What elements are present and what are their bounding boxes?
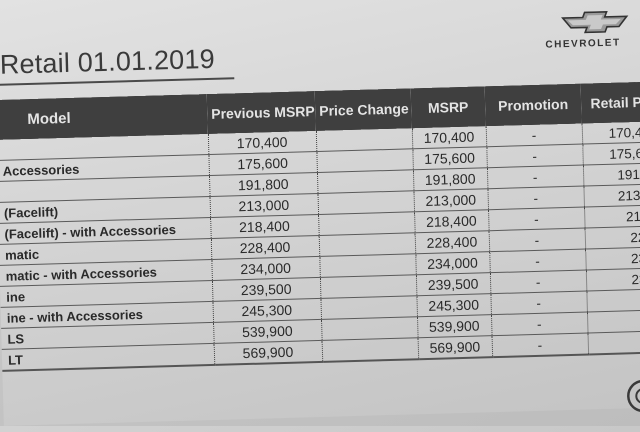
column-header-retail-price: Retail Pl bbox=[580, 81, 640, 124]
retail-price-cell: 234 bbox=[585, 246, 640, 271]
price-change-cell bbox=[318, 211, 415, 236]
msrp-cell: 218,400 bbox=[414, 209, 489, 233]
chevrolet-bowtie-icon bbox=[561, 11, 629, 34]
msrp-cell: 191,800 bbox=[412, 167, 488, 191]
promotion-cell: - bbox=[491, 333, 589, 358]
price-change-cell bbox=[315, 128, 413, 152]
column-header-promotion: Promotion bbox=[484, 83, 582, 127]
msrp-cell: 569,900 bbox=[417, 335, 493, 360]
retail-price-cell: 218, bbox=[584, 204, 640, 229]
previous-msrp-cell: 245,300 bbox=[212, 298, 322, 323]
column-header-price-change: Price Change bbox=[314, 88, 412, 132]
retail-price-cell: 24 bbox=[586, 288, 640, 313]
msrp-cell: 539,900 bbox=[417, 314, 492, 338]
retail-price-cell: 191,8 bbox=[582, 163, 640, 187]
promotion-cell: - bbox=[486, 165, 584, 189]
retail-price-cell: 213,0 bbox=[583, 183, 640, 208]
retail-price-cell: 239 bbox=[585, 267, 640, 292]
promotion-cell: - bbox=[488, 207, 585, 231]
promotion-cell: - bbox=[486, 144, 583, 168]
price-change-cell bbox=[320, 295, 418, 320]
model-cell: LT bbox=[1, 343, 215, 371]
promotion-cell: - bbox=[489, 249, 586, 273]
price-table: Model Previous MSRP Price Change MSRP Pr… bbox=[0, 81, 640, 372]
price-change-cell bbox=[318, 232, 416, 257]
page-title: Retail 01.01.2019 bbox=[0, 43, 216, 80]
price-change-cell bbox=[316, 169, 414, 194]
promotion-cell: - bbox=[490, 291, 587, 315]
msrp-cell: 245,300 bbox=[416, 293, 491, 317]
promotion-cell: - bbox=[490, 312, 588, 336]
promotion-cell: - bbox=[485, 123, 583, 147]
promotion-cell: - bbox=[487, 186, 585, 210]
msrp-cell: 228,400 bbox=[414, 230, 490, 254]
msrp-cell: 170,400 bbox=[411, 126, 487, 149]
promotion-cell: - bbox=[488, 228, 586, 252]
retail-price-cell: 228 bbox=[584, 225, 640, 250]
previous-msrp-cell: 191,800 bbox=[208, 172, 318, 197]
retail-price-cell: 175,60 bbox=[582, 142, 640, 166]
retail-price-cell: 53 bbox=[586, 309, 640, 334]
column-header-msrp: MSRP bbox=[410, 86, 486, 129]
previous-msrp-cell: 539,900 bbox=[213, 319, 322, 344]
price-change-cell bbox=[319, 274, 417, 299]
price-change-cell bbox=[321, 316, 418, 341]
price-change-cell bbox=[317, 190, 415, 215]
price-change-cell bbox=[319, 253, 416, 278]
previous-msrp-cell: 213,000 bbox=[209, 193, 319, 218]
column-header-model: Model bbox=[0, 94, 208, 140]
retail-price-cell: 56 bbox=[587, 330, 640, 355]
brand-name: CHEVROLET bbox=[545, 37, 621, 51]
column-header-previous-msrp: Previous MSRP bbox=[206, 91, 316, 135]
previous-msrp-cell: 228,400 bbox=[210, 235, 320, 260]
previous-msrp-cell: 218,400 bbox=[210, 214, 319, 239]
previous-msrp-cell: 239,500 bbox=[211, 277, 321, 302]
msrp-cell: 234,000 bbox=[415, 251, 490, 275]
msrp-cell: 175,600 bbox=[412, 146, 487, 170]
price-change-cell bbox=[321, 337, 419, 362]
price-change-cell bbox=[316, 148, 413, 173]
previous-msrp-cell: 569,900 bbox=[213, 340, 323, 365]
brand-emblem-icon bbox=[627, 379, 640, 413]
promotion-cell: - bbox=[489, 270, 587, 294]
retail-price-cell: 170,40 bbox=[581, 121, 640, 145]
msrp-cell: 239,500 bbox=[415, 272, 491, 296]
msrp-cell: 213,000 bbox=[413, 188, 489, 212]
previous-msrp-cell: 175,600 bbox=[208, 151, 317, 176]
previous-msrp-cell: 234,000 bbox=[211, 256, 320, 281]
